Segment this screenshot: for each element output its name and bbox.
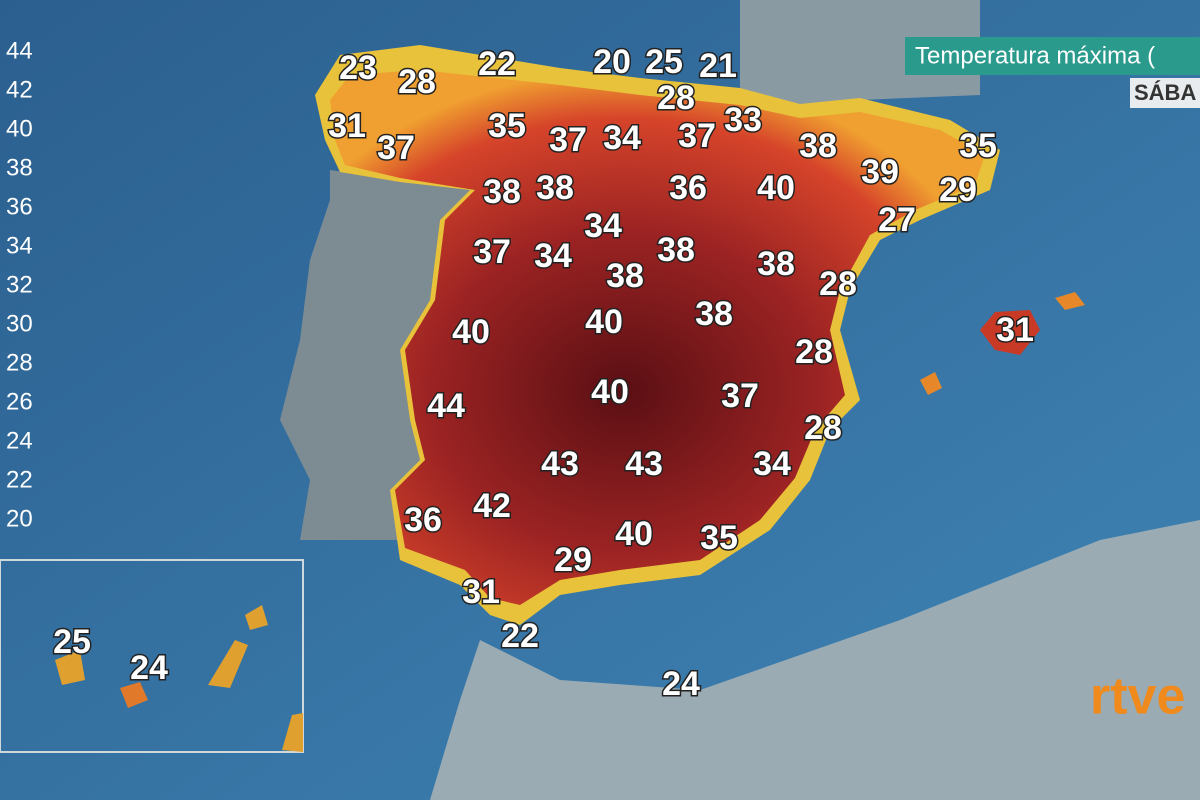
- temperature: 43: [625, 445, 663, 483]
- canary-island: [282, 713, 303, 752]
- temperature: 42: [473, 487, 511, 525]
- spain: [330, 70, 985, 605]
- legend-label: 42: [6, 76, 33, 103]
- africa: [430, 520, 1200, 800]
- legend-label: 26: [6, 388, 33, 415]
- temperature: 37: [473, 233, 511, 271]
- temperature: 40: [452, 313, 490, 351]
- menorca: [1055, 292, 1085, 310]
- canary-inset: [0, 559, 304, 753]
- temperature: 38: [606, 257, 644, 295]
- temperature: 44: [427, 387, 465, 425]
- temperature: 35: [488, 107, 526, 145]
- france: [740, 0, 980, 105]
- temperature: 40: [615, 515, 653, 553]
- temperature: 34: [584, 207, 622, 245]
- temperature: 28: [804, 409, 842, 447]
- temperature: 29: [939, 171, 977, 209]
- canary-island: [55, 650, 85, 685]
- ibiza: [920, 372, 942, 395]
- temperature: 24: [130, 649, 168, 687]
- temperature: 28: [398, 63, 436, 101]
- legend-label: 32: [6, 271, 33, 298]
- day-box: [1130, 78, 1200, 108]
- temperature: 28: [795, 333, 833, 371]
- temperature: 33: [724, 101, 762, 139]
- temperature: 37: [721, 377, 759, 415]
- mallorca: [980, 310, 1040, 355]
- legend-label: 44: [6, 37, 33, 64]
- canary-island: [120, 682, 148, 708]
- day: SÁBA: [1134, 80, 1196, 105]
- temperature: 28: [819, 265, 857, 303]
- temperature: 25: [645, 43, 683, 81]
- temperature: 40: [585, 303, 623, 341]
- title: Temperatura máxima (: [915, 42, 1155, 69]
- temperature: 39: [861, 153, 899, 191]
- legend-label: 36: [6, 193, 33, 220]
- temperature: 29: [554, 541, 592, 579]
- logo: rtve: [1090, 668, 1185, 726]
- temperature: 36: [404, 501, 442, 539]
- temperature: 43: [541, 445, 579, 483]
- temperature: 38: [695, 295, 733, 333]
- legend-label: 30: [6, 310, 33, 337]
- legend-label: 34: [6, 232, 33, 259]
- temperature: 38: [657, 231, 695, 269]
- temperature: 22: [478, 45, 516, 83]
- temperature: 40: [757, 169, 795, 207]
- title-box: [905, 37, 1200, 75]
- temperature: 34: [603, 119, 641, 157]
- temperature: 28: [657, 79, 695, 117]
- canary-island: [208, 640, 248, 688]
- temperature: 20: [593, 43, 631, 81]
- temperature: 35: [700, 519, 738, 557]
- temperature: 37: [678, 117, 716, 155]
- temperature: 34: [534, 237, 572, 275]
- legend-label: 38: [6, 154, 33, 181]
- legend-label: 22: [6, 466, 33, 493]
- temperature: 31: [462, 573, 500, 611]
- temperature: 38: [483, 173, 521, 211]
- temperature: 38: [536, 169, 574, 207]
- temperature: 23: [339, 49, 377, 87]
- temperature: 21: [699, 47, 737, 85]
- temperature: 38: [757, 245, 795, 283]
- temperature: 31: [996, 311, 1034, 349]
- temperature: 22: [501, 617, 539, 655]
- temperature: 40: [591, 373, 629, 411]
- portugal: [280, 170, 470, 540]
- temperature: 34: [753, 445, 791, 483]
- temperature: 25: [53, 623, 91, 661]
- temperature: 38: [799, 127, 837, 165]
- legend-label: 20: [6, 505, 33, 532]
- temperature: 36: [669, 169, 707, 207]
- temperature: 35: [959, 127, 997, 165]
- legend-label: 24: [6, 427, 33, 454]
- temperature: 24: [662, 665, 700, 703]
- canary-island: [245, 605, 268, 630]
- temperature: 37: [377, 129, 415, 167]
- temperature: 31: [328, 107, 366, 145]
- temperature: 27: [878, 201, 916, 239]
- legend-label: 40: [6, 115, 33, 142]
- legend-label: 28: [6, 349, 33, 376]
- temperature: 37: [549, 121, 587, 159]
